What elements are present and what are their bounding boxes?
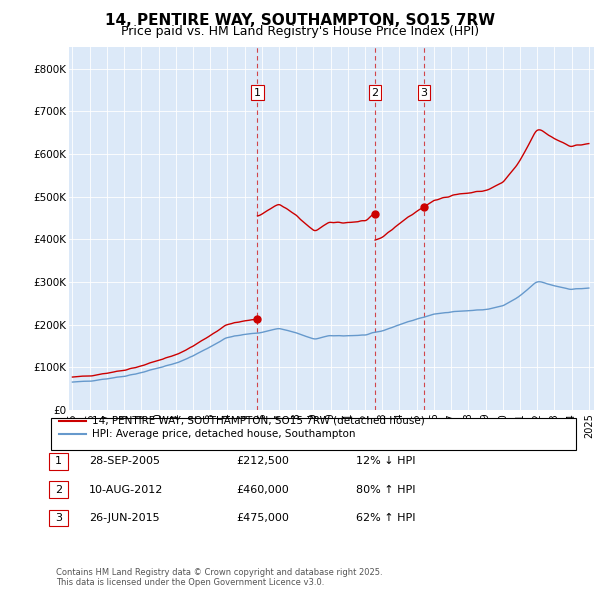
Text: Contains HM Land Registry data © Crown copyright and database right 2025.
This d: Contains HM Land Registry data © Crown c… xyxy=(56,568,382,587)
Text: £460,000: £460,000 xyxy=(236,485,289,494)
Text: 10-AUG-2012: 10-AUG-2012 xyxy=(89,485,163,494)
Text: Price paid vs. HM Land Registry's House Price Index (HPI): Price paid vs. HM Land Registry's House … xyxy=(121,25,479,38)
Text: 14, PENTIRE WAY, SOUTHAMPTON, SO15 7RW (detached house): 14, PENTIRE WAY, SOUTHAMPTON, SO15 7RW (… xyxy=(92,416,425,425)
Text: 80% ↑ HPI: 80% ↑ HPI xyxy=(356,485,415,494)
Text: 2: 2 xyxy=(371,87,379,97)
Text: 28-SEP-2005: 28-SEP-2005 xyxy=(89,457,160,466)
Text: 3: 3 xyxy=(55,513,62,523)
Text: 12% ↓ HPI: 12% ↓ HPI xyxy=(356,457,415,466)
Text: 62% ↑ HPI: 62% ↑ HPI xyxy=(356,513,415,523)
Text: £212,500: £212,500 xyxy=(236,457,289,466)
Text: 14, PENTIRE WAY, SOUTHAMPTON, SO15 7RW: 14, PENTIRE WAY, SOUTHAMPTON, SO15 7RW xyxy=(105,13,495,28)
Text: £475,000: £475,000 xyxy=(236,513,289,523)
Text: 1: 1 xyxy=(55,457,62,466)
Text: 2: 2 xyxy=(55,485,62,494)
Text: 1: 1 xyxy=(254,87,261,97)
Text: 26-JUN-2015: 26-JUN-2015 xyxy=(89,513,160,523)
Text: 3: 3 xyxy=(421,87,427,97)
Text: HPI: Average price, detached house, Southampton: HPI: Average price, detached house, Sout… xyxy=(92,429,355,438)
